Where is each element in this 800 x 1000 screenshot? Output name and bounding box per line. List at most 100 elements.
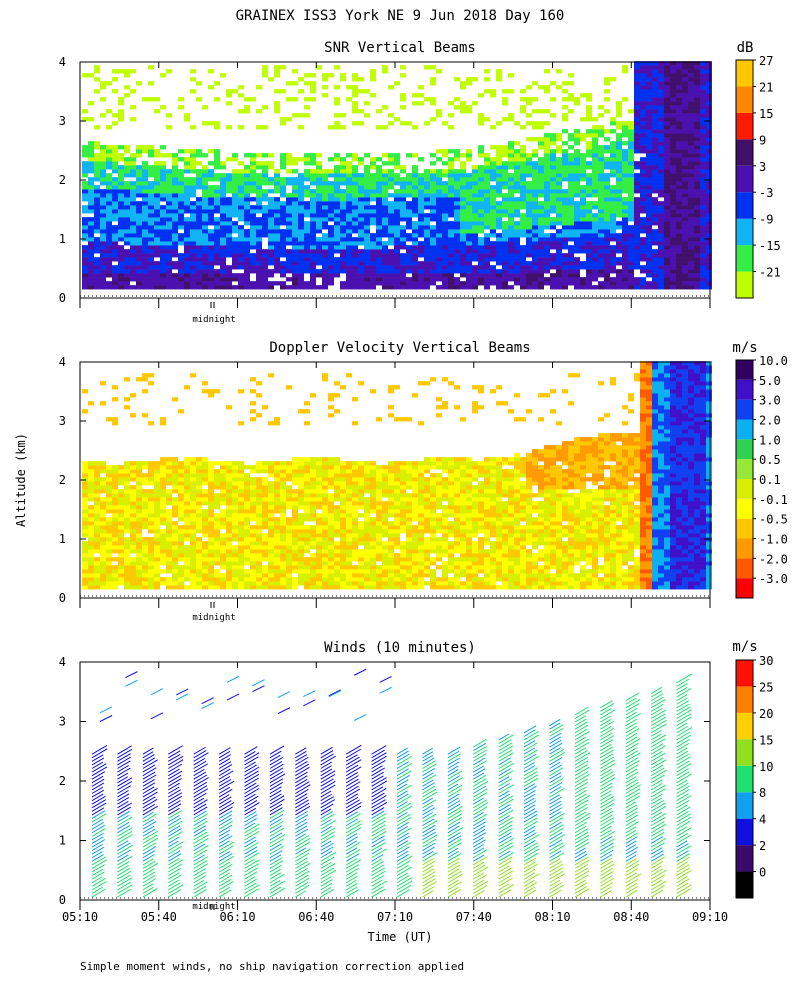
velocity-cell xyxy=(88,537,94,542)
snr-cell xyxy=(226,225,232,230)
velocity-cell xyxy=(244,489,250,494)
snr-cell xyxy=(100,253,106,258)
snr-cell xyxy=(160,233,166,238)
snr-cell xyxy=(658,233,664,238)
snr-cell xyxy=(616,277,622,282)
snr-cell xyxy=(682,209,688,214)
snr-cell xyxy=(196,261,202,266)
snr-cell xyxy=(430,213,436,218)
snr-cell xyxy=(340,241,346,246)
velocity-cell xyxy=(124,497,130,502)
snr-cell xyxy=(142,265,148,270)
snr-cell xyxy=(208,149,214,154)
snr-cell xyxy=(226,125,232,130)
snr-cell xyxy=(214,205,220,210)
snr-cell xyxy=(472,169,478,174)
snr-cell xyxy=(352,265,358,270)
velocity-cell xyxy=(154,481,160,486)
snr-cell xyxy=(106,229,112,234)
snr-cell xyxy=(394,265,400,270)
snr-cell xyxy=(376,249,382,254)
snr-cell xyxy=(100,221,106,226)
snr-cell xyxy=(514,181,520,186)
snr-cell xyxy=(298,265,304,270)
snr-cell xyxy=(484,233,490,238)
snr-cell xyxy=(202,229,208,234)
snr-cell xyxy=(400,205,406,210)
snr-cell xyxy=(580,213,586,218)
snr-cell xyxy=(418,229,424,234)
snr-cell xyxy=(244,189,250,194)
snr-cell xyxy=(646,193,652,198)
snr-cell xyxy=(112,253,118,258)
velocity-cell xyxy=(88,533,94,538)
velocity-cell xyxy=(196,509,202,514)
snr-cell xyxy=(310,277,316,282)
snr-cell xyxy=(94,153,100,158)
snr-cell xyxy=(538,209,544,214)
snr-cell xyxy=(274,181,280,186)
velocity-cell xyxy=(172,545,178,550)
velocity-cell xyxy=(124,465,130,470)
snr-cell xyxy=(322,73,328,78)
snr-cell xyxy=(694,181,700,186)
snr-cell xyxy=(436,185,442,190)
snr-cell xyxy=(520,185,526,190)
snr-cell xyxy=(346,225,352,230)
snr-cell xyxy=(346,213,352,218)
velocity-cell xyxy=(148,505,154,510)
velocity-cell xyxy=(220,501,226,506)
snr-cell xyxy=(328,261,334,266)
velocity-cell xyxy=(238,549,244,554)
snr-cell xyxy=(340,201,346,206)
snr-cell xyxy=(550,157,556,162)
snr-cell xyxy=(310,205,316,210)
snr-cell xyxy=(688,221,694,226)
snr-cell xyxy=(628,245,634,250)
snr-cell xyxy=(640,77,646,82)
snr-cell xyxy=(226,101,232,106)
snr-cell xyxy=(352,225,358,230)
snr-cell xyxy=(292,197,298,202)
snr-cell xyxy=(364,265,370,270)
velocity-cell xyxy=(196,493,202,498)
snr-cell xyxy=(658,241,664,246)
snr-cell xyxy=(376,185,382,190)
snr-cell xyxy=(484,173,490,178)
snr-cell xyxy=(124,189,130,194)
snr-cell xyxy=(466,173,472,178)
snr-cell xyxy=(166,285,172,290)
snr-cell xyxy=(334,213,340,218)
snr-cell xyxy=(640,209,646,214)
velocity-cell xyxy=(100,581,106,586)
snr-cell xyxy=(154,277,160,282)
snr-cell xyxy=(160,249,166,254)
snr-cell xyxy=(244,153,250,158)
snr-cell xyxy=(364,89,370,94)
snr-cell xyxy=(322,237,328,242)
velocity-cell xyxy=(166,493,172,498)
snr-cell xyxy=(376,233,382,238)
velocity-cell xyxy=(106,481,112,486)
snr-cell xyxy=(418,101,424,106)
snr-cell xyxy=(190,273,196,278)
velocity-cell xyxy=(238,461,244,466)
snr-cell xyxy=(508,161,514,166)
snr-cell xyxy=(244,97,250,102)
snr-cell xyxy=(292,213,298,218)
snr-cell xyxy=(352,281,358,286)
snr-cell xyxy=(238,229,244,234)
velocity-cell xyxy=(214,469,220,474)
snr-cell xyxy=(430,101,436,106)
velocity-cell xyxy=(100,401,106,406)
snr-cell xyxy=(130,153,136,158)
snr-cell xyxy=(646,237,652,242)
snr-cell xyxy=(580,93,586,98)
snr-cell xyxy=(436,205,442,210)
snr-cell xyxy=(130,265,136,270)
velocity-cell xyxy=(166,465,172,470)
snr-cell xyxy=(106,177,112,182)
velocity-cell xyxy=(232,529,238,534)
snr-cell xyxy=(598,153,604,158)
snr-cell xyxy=(412,229,418,234)
